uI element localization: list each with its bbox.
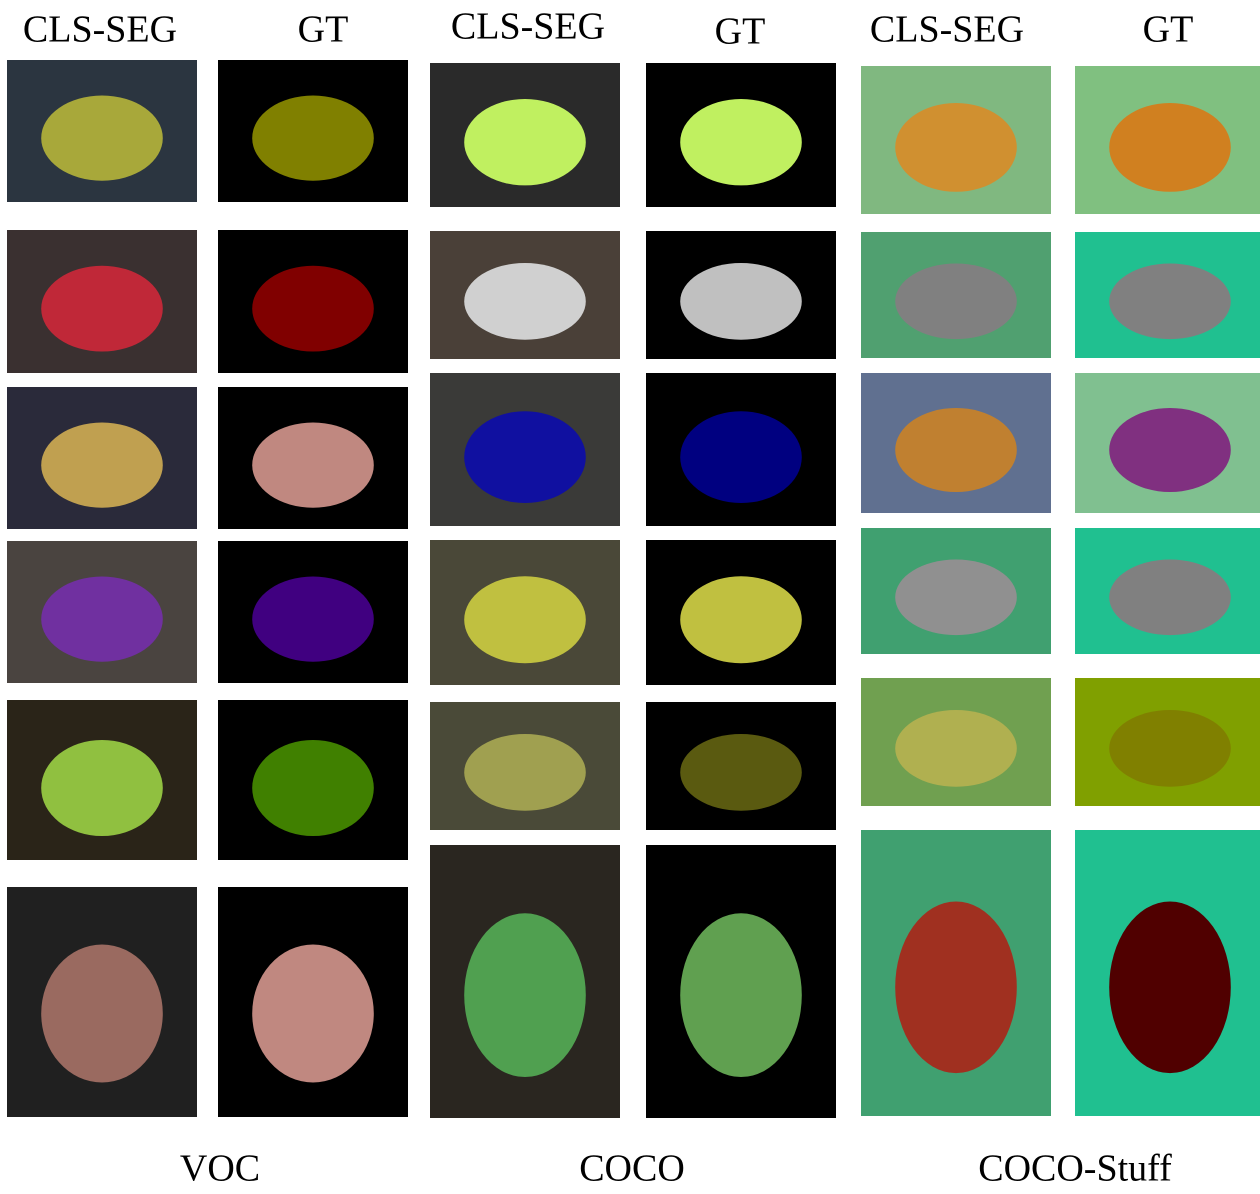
column-header: CLS-SEG — [451, 6, 605, 48]
segment-region — [680, 99, 802, 186]
segment-region — [1109, 102, 1231, 192]
segment-region — [41, 265, 163, 352]
segment-region — [895, 263, 1017, 340]
segment-region — [464, 263, 586, 340]
segment-region — [680, 576, 802, 664]
segment-region — [41, 576, 163, 662]
segment-region — [680, 263, 802, 340]
segment-region — [1109, 408, 1231, 492]
segment-region — [1109, 901, 1231, 1074]
group-label: VOC — [180, 1148, 260, 1190]
segment-region — [252, 740, 374, 836]
segment-region — [252, 95, 374, 181]
segment-region — [895, 559, 1017, 636]
segment-region — [41, 95, 163, 181]
segment-region — [464, 913, 586, 1078]
segment-region — [252, 576, 374, 662]
segment-region — [464, 99, 586, 186]
segment-region — [41, 422, 163, 508]
segment-region — [464, 411, 586, 504]
segment-region — [464, 734, 586, 811]
column-header: GT — [715, 11, 766, 53]
group-label: COCO-Stuff — [978, 1148, 1172, 1190]
column-header: GT — [298, 9, 349, 51]
column-header: CLS-SEG — [870, 9, 1024, 51]
segment-region — [895, 102, 1017, 192]
segment-region — [1109, 559, 1231, 636]
segment-region — [895, 901, 1017, 1074]
column-header: CLS-SEG — [23, 9, 177, 51]
column-header: GT — [1143, 9, 1194, 51]
segment-region — [895, 408, 1017, 492]
segment-region — [680, 411, 802, 504]
segment-region — [252, 422, 374, 508]
segment-region — [895, 710, 1017, 787]
segment-region — [680, 913, 802, 1078]
segment-region — [41, 740, 163, 836]
segment-region — [680, 734, 802, 811]
segment-region — [1109, 710, 1231, 787]
segment-region — [41, 944, 163, 1083]
segment-region — [252, 944, 374, 1083]
segment-region — [1109, 263, 1231, 340]
image-grid — [7, 60, 1260, 1118]
segment-region — [252, 265, 374, 352]
segment-region — [464, 576, 586, 664]
group-label: COCO — [579, 1148, 685, 1190]
